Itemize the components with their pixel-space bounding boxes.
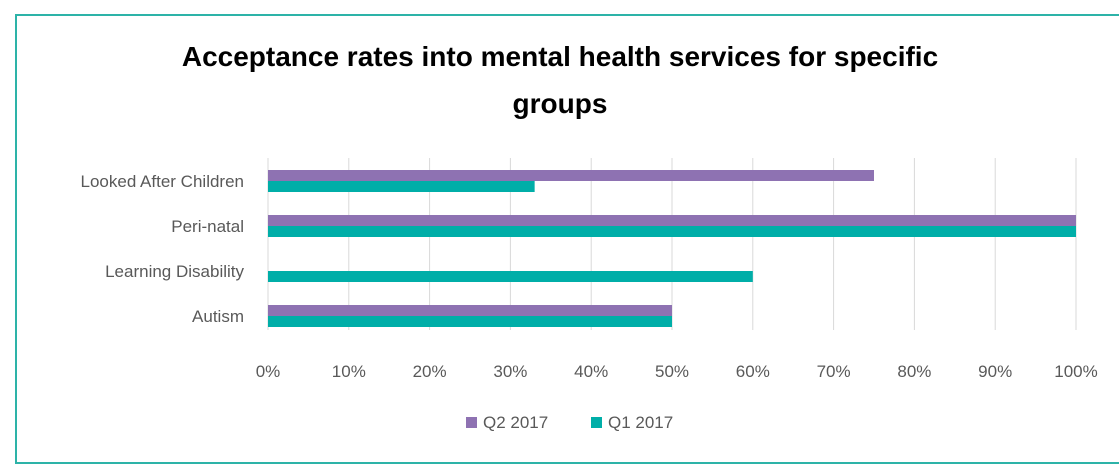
x-tick-label: 10%: [332, 362, 366, 381]
legend-label: Q1 2017: [608, 413, 673, 432]
x-tick-label: 60%: [736, 362, 770, 381]
category-label: Autism: [192, 307, 244, 326]
x-tick-label: 40%: [574, 362, 608, 381]
legend-swatch: [591, 417, 602, 428]
bar: [268, 271, 753, 282]
x-tick-label: 70%: [817, 362, 851, 381]
legend-label: Q2 2017: [483, 413, 548, 432]
category-label: Learning Disability: [105, 262, 244, 281]
category-label: Peri-natal: [171, 217, 244, 236]
chart-title-line-2: groups: [512, 88, 608, 119]
x-tick-label: 20%: [413, 362, 447, 381]
chart-frame: [15, 14, 1119, 464]
category-label: Looked After Children: [81, 172, 245, 191]
bar: [268, 305, 672, 316]
x-tick-label: 90%: [978, 362, 1012, 381]
chart-title-line-1: Acceptance rates into mental health serv…: [181, 41, 939, 72]
bar: [268, 215, 1076, 226]
bar: [268, 316, 672, 327]
x-tick-label: 100%: [1054, 362, 1097, 381]
legend-swatch: [466, 417, 477, 428]
bar: [268, 226, 1076, 237]
x-tick-label: 50%: [655, 362, 689, 381]
x-tick-label: 30%: [493, 362, 527, 381]
bar: [268, 170, 874, 181]
x-tick-label: 0%: [256, 362, 281, 381]
bar: [268, 181, 535, 192]
x-tick-label: 80%: [897, 362, 931, 381]
